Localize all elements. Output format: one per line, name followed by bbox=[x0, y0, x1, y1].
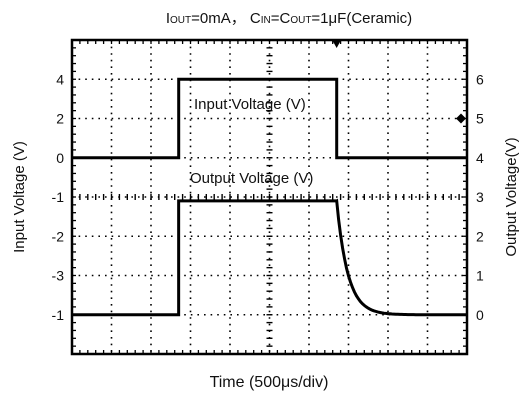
left-axis-label: Input Voltage (V) bbox=[11, 141, 28, 253]
input-voltage-trace bbox=[72, 77, 467, 160]
output-voltage-trace bbox=[72, 198, 467, 317]
right-tick-label: 0 bbox=[476, 307, 484, 323]
right-tick-label: 6 bbox=[476, 71, 484, 87]
right-axis-ticks: 6 5 4 3 2 1 0 bbox=[476, 71, 484, 323]
plot-frame bbox=[70, 38, 469, 356]
x-axis-label: Time (500μs/div) bbox=[210, 374, 329, 391]
output-voltage-label: Output Voltage (V) bbox=[190, 170, 313, 187]
left-tick-label: -2 bbox=[52, 228, 65, 244]
left-tick-label: -1 bbox=[52, 307, 65, 323]
right-axis-label: Output Voltage(V) bbox=[503, 137, 520, 256]
left-tick-label: 0 bbox=[56, 150, 64, 166]
chart-title: IOUT=0mA， CIN=COUT=1μF(Ceramic) bbox=[166, 10, 412, 27]
right-tick-label: 3 bbox=[476, 189, 484, 205]
level-marker-icon bbox=[456, 113, 466, 124]
trigger-marker-icon bbox=[331, 39, 342, 48]
right-tick-label: 1 bbox=[476, 268, 484, 284]
left-tick-label: -3 bbox=[52, 268, 65, 284]
grid bbox=[71, 39, 468, 355]
right-tick-label: 4 bbox=[476, 150, 484, 166]
left-tick-label: 2 bbox=[56, 111, 64, 127]
left-axis-ticks: 4 2 0 -1 -2 -3 -1 bbox=[52, 71, 65, 323]
input-voltage-label: Input Voltage (V) bbox=[194, 96, 306, 113]
left-tick-label: 4 bbox=[56, 71, 64, 87]
right-tick-label: 2 bbox=[476, 228, 484, 244]
left-tick-label: -1 bbox=[52, 189, 65, 205]
right-tick-label: 5 bbox=[476, 111, 484, 127]
